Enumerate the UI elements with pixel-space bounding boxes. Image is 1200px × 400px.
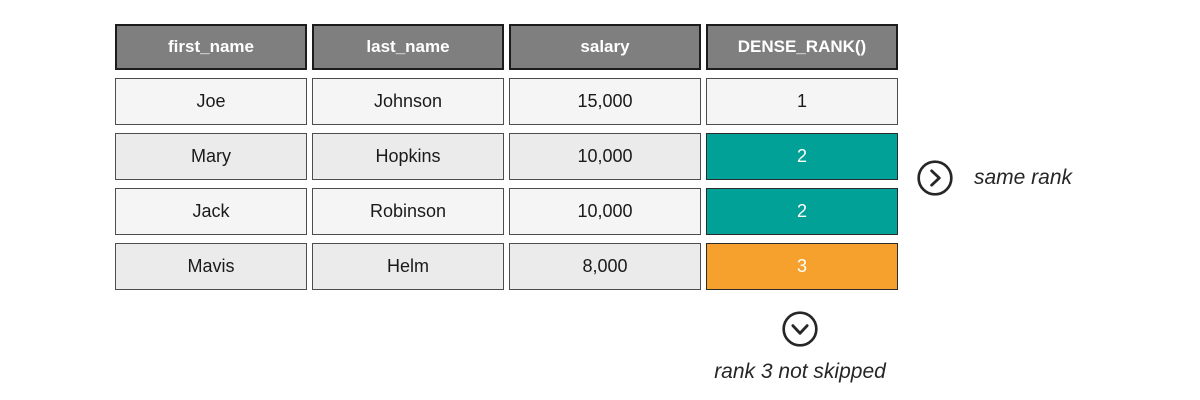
table-cell: Joe bbox=[115, 78, 307, 125]
table-cell: Robinson bbox=[312, 188, 504, 235]
chevron-down-circle-icon bbox=[782, 311, 818, 347]
table-cell: 10,000 bbox=[509, 188, 701, 235]
column-header-salary: salary bbox=[509, 24, 701, 70]
rank-cell: 1 bbox=[706, 78, 898, 125]
table-cell: Mavis bbox=[115, 243, 307, 290]
rank-cell-highlighted-teal: 2 bbox=[706, 188, 898, 235]
table-cell: Hopkins bbox=[312, 133, 504, 180]
result-table: first_name last_name salary DENSE_RANK()… bbox=[115, 24, 898, 290]
table-cell: 15,000 bbox=[509, 78, 701, 125]
table-cell: Mary bbox=[115, 133, 307, 180]
rank-not-skipped-annotation: rank 3 not skipped bbox=[703, 310, 897, 384]
rank-cell-highlighted-teal: 2 bbox=[706, 133, 898, 180]
column-header-last-name: last_name bbox=[312, 24, 504, 70]
table-cell: Helm bbox=[312, 243, 504, 290]
rank-cell-highlighted-orange: 3 bbox=[706, 243, 898, 290]
table-cell: 8,000 bbox=[509, 243, 701, 290]
column-header-dense-rank: DENSE_RANK() bbox=[706, 24, 898, 70]
same-rank-label: same rank bbox=[974, 166, 1073, 189]
column-header-first-name: first_name bbox=[115, 24, 307, 70]
chevron-right-circle-icon bbox=[917, 160, 953, 196]
table-cell: Johnson bbox=[312, 78, 504, 125]
table-cell: 10,000 bbox=[509, 133, 701, 180]
table-cell: Jack bbox=[115, 188, 307, 235]
rank-not-skipped-label: rank 3 not skipped bbox=[714, 360, 886, 383]
same-rank-annotation: same rank bbox=[916, 159, 1072, 197]
